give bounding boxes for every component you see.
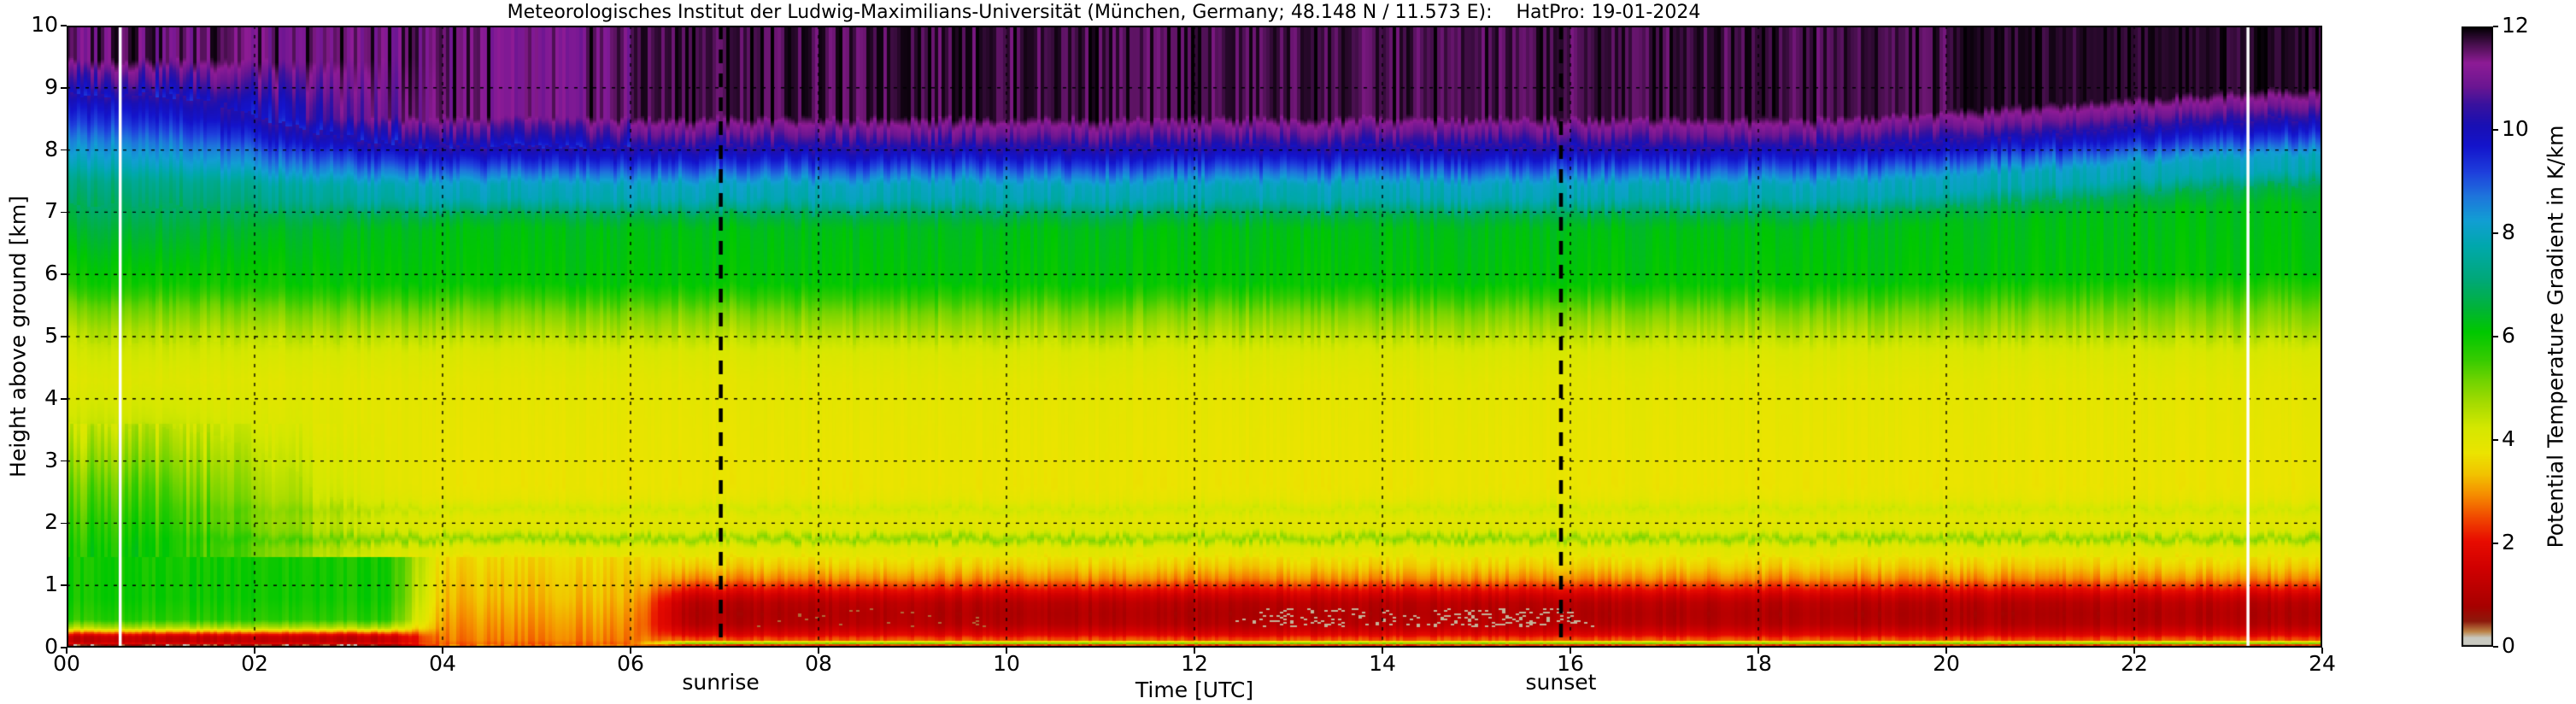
x-tick-label: 22 xyxy=(2121,651,2148,676)
x-tick-label: 08 xyxy=(805,651,832,676)
y-tick-label: 0 xyxy=(44,634,58,659)
x-tick-label: 02 xyxy=(241,651,268,676)
x-tick-label: 24 xyxy=(2309,651,2336,676)
sunrise-label: sunrise xyxy=(682,670,760,695)
x-tick-label: 12 xyxy=(1181,651,1208,676)
x-tick-mark xyxy=(1570,648,1571,654)
colorbar-tick-mark xyxy=(2493,543,2498,544)
x-tick-mark xyxy=(1945,648,1947,654)
y-tick-mark xyxy=(61,87,67,89)
colorbar-tick-label: 0 xyxy=(2502,633,2515,658)
x-tick-mark xyxy=(1194,648,1195,654)
x-tick-label: 18 xyxy=(1745,651,1772,676)
y-tick-label: 7 xyxy=(44,198,58,224)
x-tick-mark xyxy=(442,648,443,654)
x-tick-label: 16 xyxy=(1557,651,1584,676)
colorbar-tick-mark xyxy=(2493,336,2498,337)
y-tick-label: 2 xyxy=(44,509,58,535)
y-tick-mark xyxy=(61,336,67,337)
x-tick-mark xyxy=(66,648,67,654)
y-tick-mark xyxy=(61,211,67,214)
x-tick-label: 00 xyxy=(53,651,80,676)
colorbar xyxy=(2462,26,2493,647)
y-tick-mark xyxy=(61,149,67,151)
y-tick-label: 8 xyxy=(44,136,58,161)
colorbar-tick-mark xyxy=(2493,232,2498,234)
y-tick-mark xyxy=(61,522,67,525)
colorbar-tick-label: 6 xyxy=(2502,323,2515,348)
x-tick-label: 20 xyxy=(1933,651,1960,676)
colorbar-tick-mark xyxy=(2493,26,2498,27)
colorbar-tick-mark xyxy=(2493,646,2498,648)
colorbar-tick-label: 8 xyxy=(2502,220,2515,244)
y-tick-label: 9 xyxy=(44,73,58,99)
x-tick-mark xyxy=(2133,648,2135,654)
heatmap-plot xyxy=(67,26,2322,648)
colorbar-tick-label: 4 xyxy=(2502,426,2515,451)
colorbar-tick-label: 10 xyxy=(2502,116,2529,141)
y-tick-mark xyxy=(61,584,67,586)
colorbar-tick-mark xyxy=(2493,439,2498,441)
y-tick-label: 10 xyxy=(31,12,58,37)
x-tick-label: 10 xyxy=(993,651,1020,676)
colorbar-axis-label: Potential Temperature Gradient in K/km xyxy=(2543,125,2568,549)
page-title: Meteorologisches Institut der Ludwig-Max… xyxy=(507,2,1701,23)
colorbar-tick-mark xyxy=(2493,129,2498,131)
x-tick-label: 14 xyxy=(1369,651,1396,676)
x-tick-mark xyxy=(254,648,255,654)
y-tick-label: 6 xyxy=(44,261,58,286)
x-tick-mark xyxy=(1006,648,1007,654)
x-tick-mark xyxy=(1757,648,1759,654)
x-tick-label: 04 xyxy=(429,651,456,676)
colorbar-tick-label: 2 xyxy=(2502,530,2515,554)
y-tick-mark xyxy=(61,398,67,400)
y-tick-mark xyxy=(61,25,67,26)
sunset-label: sunset xyxy=(1525,670,1597,695)
x-tick-label: 06 xyxy=(617,651,644,676)
y-tick-label: 5 xyxy=(44,323,58,348)
y-tick-label: 1 xyxy=(44,572,58,597)
x-tick-mark xyxy=(2321,648,2323,654)
y-tick-mark xyxy=(61,460,67,462)
x-tick-mark xyxy=(1382,648,1383,654)
x-tick-mark xyxy=(818,648,819,654)
x-tick-mark xyxy=(630,648,631,654)
colorbar-tick-label: 12 xyxy=(2502,13,2529,38)
y-tick-mark xyxy=(61,647,67,648)
x-axis-label: Time [UTC] xyxy=(1135,678,1254,702)
y-tick-label: 4 xyxy=(44,384,58,410)
y-tick-mark xyxy=(61,273,67,275)
y-tick-label: 3 xyxy=(44,447,58,472)
